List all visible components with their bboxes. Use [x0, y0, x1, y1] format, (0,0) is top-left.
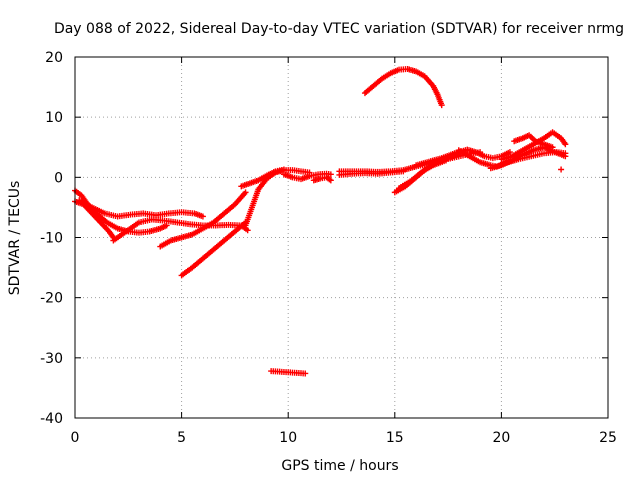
series-markers: [336, 168, 407, 178]
y-tick-label: -40: [40, 411, 63, 427]
series-arc-14: [396, 157, 449, 192]
grid: [75, 57, 608, 418]
series-markers: [310, 174, 334, 184]
series-markers: [511, 132, 556, 151]
axis-ticks: 0 5 10 15 20 25 -40 -30 -20 -10 0 10 20: [40, 50, 617, 446]
series-markers: [361, 66, 445, 109]
x-tick-label: 15: [386, 430, 404, 446]
series-arc-5: [157, 189, 249, 250]
series-arc-3: [110, 216, 251, 244]
y-tick-label: -10: [40, 231, 63, 247]
series-arc-8: [238, 166, 287, 190]
series-arc-9: [280, 170, 334, 183]
plot-frame: [74, 56, 609, 419]
series-markers: [280, 170, 334, 183]
y-tick-label: 20: [45, 50, 63, 66]
series-arc-22: [558, 166, 565, 173]
series-markers: [76, 197, 206, 220]
y-axis-label: SDTVAR / TECUs: [7, 181, 23, 296]
series-arc-10: [310, 174, 334, 184]
x-tick-label: 0: [71, 430, 80, 446]
series-markers: [396, 157, 449, 192]
series-markers: [268, 368, 309, 377]
series-arc-4: [76, 197, 206, 220]
chart-title: Day 088 of 2022, Sidereal Day-to-day VTE…: [54, 21, 624, 37]
x-tick-label: 10: [279, 430, 297, 446]
x-tick-label: 25: [599, 430, 617, 446]
data-point: [558, 166, 565, 173]
series-arc-17: [487, 144, 569, 172]
x-tick-label: 5: [177, 430, 186, 446]
series-markers: [72, 187, 170, 236]
series-arc-21: [268, 368, 309, 377]
series-arc-20: [361, 66, 445, 109]
x-axis-label: GPS time / hours: [281, 458, 398, 474]
series-markers: [178, 219, 249, 279]
y-tick-label: -20: [40, 291, 63, 307]
series-markers: [110, 216, 251, 244]
series-markers: [238, 166, 287, 190]
series-markers: [487, 144, 569, 172]
series-arc-6: [178, 219, 249, 279]
series-arc-1: [72, 187, 170, 236]
y-tick-label: -30: [40, 351, 63, 367]
series-arc-2: [72, 198, 117, 241]
series-markers: [157, 189, 249, 250]
series-markers: [72, 198, 117, 241]
data-series: [72, 66, 569, 377]
series-arc-19: [511, 132, 556, 151]
y-tick-label: 0: [54, 170, 63, 186]
y-tick-label: 10: [45, 110, 63, 126]
x-tick-label: 20: [492, 430, 510, 446]
series-arc-12: [336, 168, 407, 178]
